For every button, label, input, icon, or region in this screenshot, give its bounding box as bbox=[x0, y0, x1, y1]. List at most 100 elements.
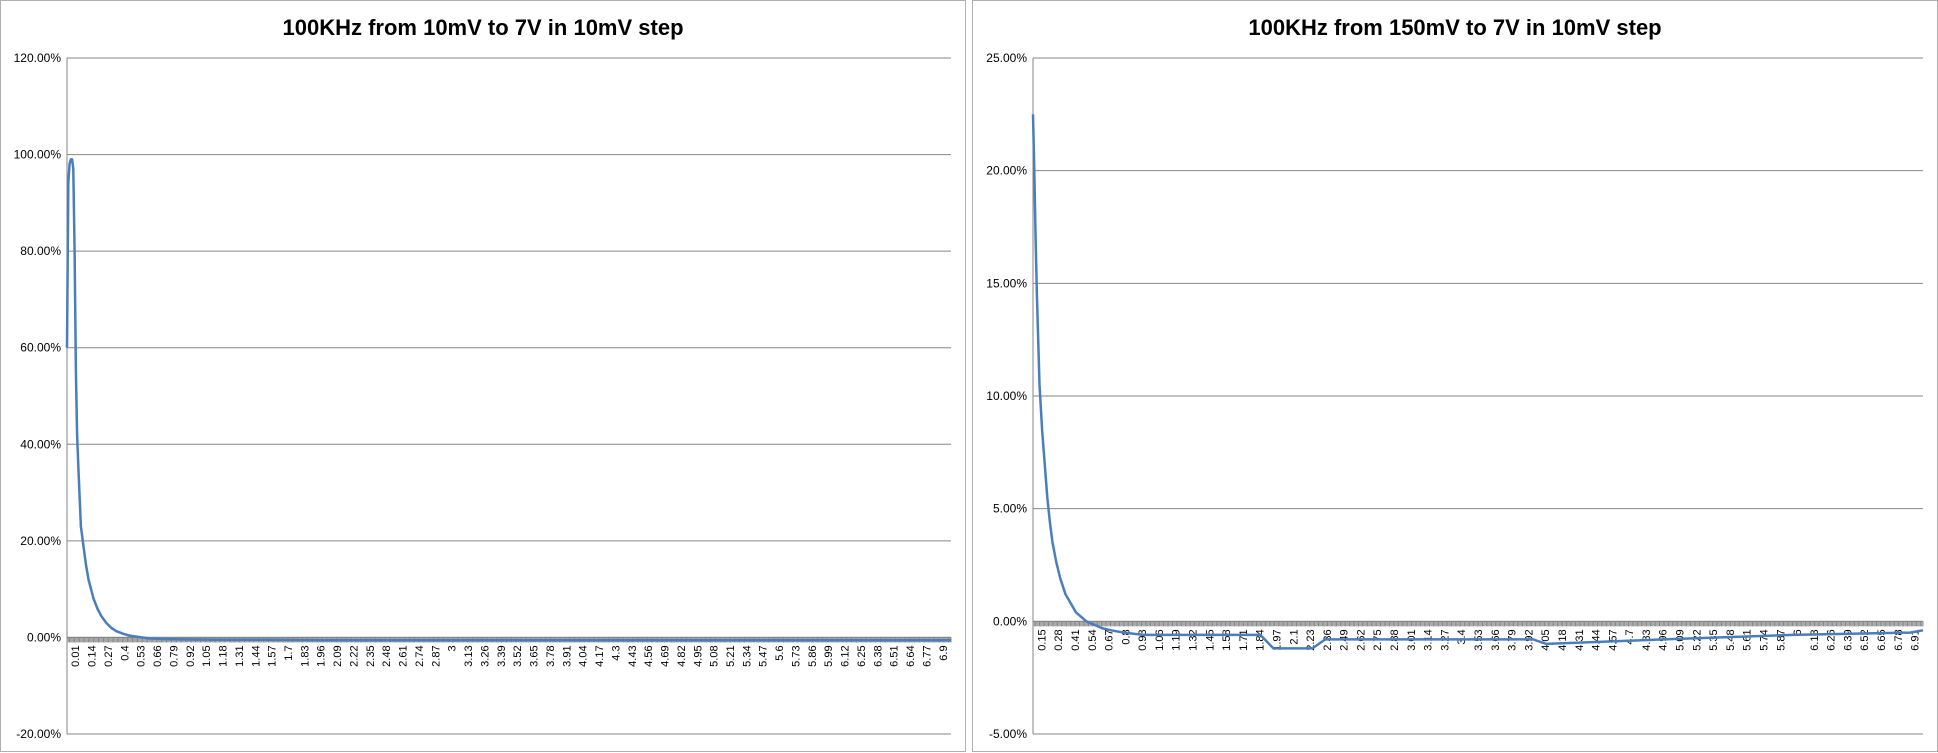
x-tick-label: 3.65 bbox=[529, 645, 541, 666]
y-tick-label: -20.00% bbox=[16, 727, 61, 741]
x-tick-label: 5.48 bbox=[1725, 629, 1737, 650]
x-tick-label: 6.65 bbox=[1876, 629, 1888, 650]
x-tick-label: 4.57 bbox=[1607, 629, 1619, 650]
x-tick-label: 3.78 bbox=[545, 645, 557, 666]
y-tick-label: 10.00% bbox=[986, 389, 1027, 403]
x-tick-label: 3.13 bbox=[463, 645, 475, 666]
x-tick-label: 0.66 bbox=[152, 645, 164, 666]
x-tick-label: 0.4 bbox=[119, 645, 131, 660]
x-tick-label: 1.32 bbox=[1188, 629, 1200, 650]
x-tick-label: 1.57 bbox=[267, 645, 279, 666]
x-tick-label: 5.87 bbox=[1775, 629, 1787, 650]
y-tick-label: 40.00% bbox=[20, 437, 61, 451]
x-tick-label: 3.4 bbox=[1456, 629, 1468, 644]
x-tick-label: 5.35 bbox=[1708, 629, 1720, 650]
y-tick-label: 0.00% bbox=[27, 630, 61, 644]
x-tick-label: 4.17 bbox=[594, 645, 606, 666]
x-tick-label: 5.99 bbox=[823, 645, 835, 666]
x-tick-label: 6.13 bbox=[1809, 629, 1821, 650]
x-tick-label: 6.38 bbox=[872, 645, 884, 666]
x-tick-label: 4.04 bbox=[578, 645, 590, 666]
x-tick-label: 0.15 bbox=[1036, 629, 1048, 650]
x-tick-label: 0.01 bbox=[70, 645, 82, 666]
chart-title: 100KHz from 150mV to 7V in 10mV step bbox=[1248, 15, 1662, 40]
x-tick-label: 6.64 bbox=[905, 645, 917, 666]
x-tick-label: 5.08 bbox=[709, 645, 721, 666]
x-tick-label: 6.78 bbox=[1893, 629, 1905, 650]
series-line bbox=[65, 158, 951, 642]
x-tick-label: 0.54 bbox=[1087, 629, 1099, 650]
y-tick-label: -5.00% bbox=[989, 727, 1027, 741]
y-tick-label: 15.00% bbox=[986, 276, 1027, 290]
x-tick-label: 5.61 bbox=[1742, 629, 1754, 650]
x-tick-label: 5.6 bbox=[774, 645, 786, 660]
x-tick-label: 5.34 bbox=[741, 645, 753, 666]
chart-panel-right: 100KHz from 150mV to 7V in 10mV step -5.… bbox=[972, 0, 1938, 752]
x-tick-label: 1.44 bbox=[250, 645, 262, 666]
x-tick-label: 2.35 bbox=[365, 645, 377, 666]
x-tick-label: 6.25 bbox=[856, 645, 868, 666]
x-tick-label: 5.22 bbox=[1691, 629, 1703, 650]
x-tick-label: 1.05 bbox=[201, 645, 213, 666]
x-tick-label: 2.09 bbox=[332, 645, 344, 666]
x-tick-label: 6.12 bbox=[840, 645, 852, 666]
x-tick-label: 4.43 bbox=[627, 645, 639, 666]
x-tick-label: 1.06 bbox=[1154, 629, 1166, 650]
y-tick-label: 120.00% bbox=[14, 51, 62, 65]
x-tick-label: 1.58 bbox=[1221, 629, 1233, 650]
x-tick-label: 2.23 bbox=[1305, 629, 1317, 650]
x-tick-label: 2.61 bbox=[398, 645, 410, 666]
x-tick-label: 4.31 bbox=[1574, 629, 1586, 650]
y-tick-label: 80.00% bbox=[20, 244, 61, 258]
x-tick-label: 4.18 bbox=[1557, 629, 1569, 650]
chart-svg: -20.00% 0.00% 20.00% 40.00% 60.00% 80.00% 100.… bbox=[14, 51, 952, 741]
x-tick-label: 0.93 bbox=[1137, 629, 1149, 650]
x-tick-label: 2.48 bbox=[381, 645, 393, 666]
x-tick-label: 3 bbox=[447, 645, 459, 651]
x-tick-label: 0.79 bbox=[168, 645, 180, 666]
series-line bbox=[1031, 114, 1924, 650]
chart-svg: -5.00% 0.00% 5.00% 10.00% 15.00% 20.00% 25.00%… bbox=[986, 51, 1924, 741]
y-tick-label: 60.00% bbox=[20, 341, 61, 355]
x-tick-label: 1.31 bbox=[234, 645, 246, 666]
x-tick-label: 5.74 bbox=[1758, 629, 1770, 650]
x-tick-label: 1.18 bbox=[218, 645, 230, 666]
x-tick-label: 6.51 bbox=[889, 645, 901, 666]
x-tick-label: 0.27 bbox=[103, 645, 115, 666]
x-tick-label: 1.97 bbox=[1271, 629, 1283, 650]
x-tick-label: 0.14 bbox=[87, 645, 99, 666]
x-tick-label: 5.21 bbox=[725, 645, 737, 666]
x-tick-label: 0.28 bbox=[1053, 629, 1065, 650]
chart-title: 100KHz from 10mV to 7V in 10mV step bbox=[282, 15, 684, 40]
x-tick-label: 4.95 bbox=[692, 645, 704, 666]
x-tick-label: 5.86 bbox=[807, 645, 819, 666]
chart-panel-left: 100KHz from 10mV to 7V in 10mV step -20.… bbox=[0, 0, 966, 752]
x-tick-label: 6.91 bbox=[1910, 629, 1922, 650]
x-tick-label: 4.05 bbox=[1540, 629, 1552, 650]
x-tick-label: 1.19 bbox=[1171, 629, 1183, 650]
x-tick-label: 0.92 bbox=[185, 645, 197, 666]
x-tick-label: 4.82 bbox=[676, 645, 688, 666]
x-tick-label: 4.56 bbox=[643, 645, 655, 666]
y-tick-label: 100.00% bbox=[14, 148, 62, 162]
x-tick-label: 3.52 bbox=[512, 645, 524, 666]
x-tick-label: 1.71 bbox=[1238, 629, 1250, 650]
x-tick-label: 6.9 bbox=[938, 645, 950, 660]
x-tick-label: 4.3 bbox=[610, 645, 622, 660]
x-tick-label: 0.53 bbox=[136, 645, 148, 666]
x-tick-label: 4.7 bbox=[1624, 629, 1636, 644]
x-tick-label: 0.67 bbox=[1104, 629, 1116, 650]
x-tick-label: 2.22 bbox=[348, 645, 360, 666]
x-tick-label: 5.73 bbox=[790, 645, 802, 666]
x-tick-label: 2.74 bbox=[414, 645, 426, 666]
y-tick-label: 20.00% bbox=[986, 164, 1027, 178]
x-tick-label: 1.45 bbox=[1204, 629, 1216, 650]
x-tick-label: 3.39 bbox=[496, 645, 508, 666]
x-tick-label: 1.83 bbox=[299, 645, 311, 666]
y-tick-label: 0.00% bbox=[993, 614, 1027, 628]
x-tick-label: 5.47 bbox=[758, 645, 770, 666]
x-tick-label: 1.96 bbox=[316, 645, 328, 666]
x-tick-label: 4.69 bbox=[660, 645, 672, 666]
x-tick-label: 4.44 bbox=[1591, 629, 1603, 650]
x-tick-label: 2.87 bbox=[430, 645, 442, 666]
